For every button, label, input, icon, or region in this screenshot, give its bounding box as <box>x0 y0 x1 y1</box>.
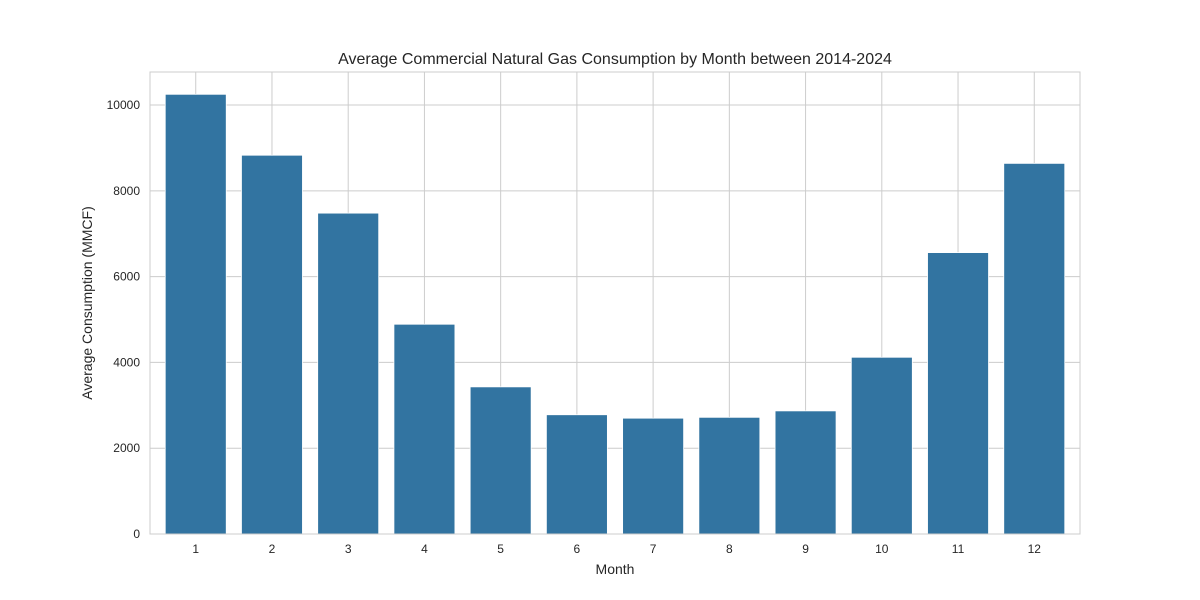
y-tick-label: 6000 <box>113 270 140 284</box>
y-axis-label: Average Consumption (MMCF) <box>79 206 95 399</box>
y-tick-label: 4000 <box>113 355 140 369</box>
bar-month-4 <box>393 323 456 535</box>
x-tick-label: 10 <box>875 542 889 556</box>
x-tick-label: 4 <box>421 542 428 556</box>
bar-month-3 <box>317 212 380 535</box>
x-axis-label: Month <box>596 561 635 577</box>
bar-month-7 <box>622 417 685 535</box>
y-tick-labels: 0 2000 4000 6000 8000 10000 <box>107 98 141 541</box>
bar-month-1 <box>164 93 227 535</box>
chart-title: Average Commercial Natural Gas Consumpti… <box>338 51 892 68</box>
x-tick-label: 2 <box>269 542 276 556</box>
y-tick-label: 0 <box>133 527 140 541</box>
x-tick-label: 8 <box>726 542 733 556</box>
bar-month-12 <box>1003 162 1066 535</box>
y-tick-label: 8000 <box>113 184 140 198</box>
bar-month-9 <box>774 410 837 535</box>
bar-month-8 <box>698 416 761 535</box>
x-tick-label: 6 <box>574 542 581 556</box>
plot-frame <box>149 71 1081 535</box>
bar-month-11 <box>927 252 989 535</box>
y-tick-label: 10000 <box>107 98 141 112</box>
bar-month-5 <box>469 386 532 535</box>
bars <box>164 93 1066 535</box>
x-tick-label: 9 <box>802 542 809 556</box>
bar-month-10 <box>850 356 913 535</box>
x-tick-label: 11 <box>952 542 965 556</box>
bar-month-6 <box>545 414 608 535</box>
x-tick-label: 5 <box>497 542 504 556</box>
x-tick-label: 3 <box>345 542 352 556</box>
y-tick-label: 2000 <box>113 441 140 455</box>
x-tick-label: 12 <box>1028 542 1042 556</box>
x-tick-label: 1 <box>192 542 199 556</box>
x-tick-labels: 1 2 3 4 5 6 7 8 9 10 11 12 <box>192 542 1041 556</box>
bar-month-2 <box>241 154 303 535</box>
x-tick-label: 7 <box>650 542 657 556</box>
